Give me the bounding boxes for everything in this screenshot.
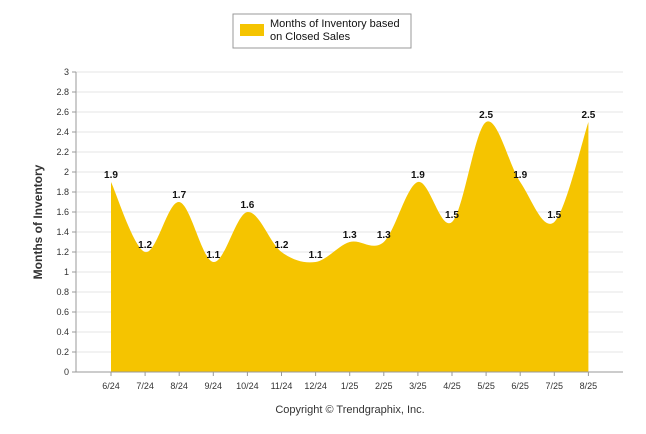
data-label: 1.3 [343,230,357,241]
data-label: 1.9 [411,170,425,181]
x-tick-label: 7/25 [546,381,564,391]
y-tick-label: 1.2 [56,247,69,257]
x-tick-label: 8/25 [580,381,598,391]
data-label: 1.5 [445,210,459,221]
data-label: 2.5 [479,110,493,121]
y-tick-label: 2 [64,167,69,177]
x-tick-label: 5/25 [477,381,495,391]
copyright-footer: Copyright © Trendgraphix, Inc. [275,404,424,416]
y-tick-label: 0.6 [56,307,69,317]
y-tick-label: 2.4 [56,127,69,137]
x-tick-label: 1/25 [341,381,359,391]
data-label: 1.1 [206,250,220,261]
y-axis-label: Months of Inventory [31,164,45,279]
y-tick-label: 1.8 [56,187,69,197]
legend: Months of Inventory based on Closed Sale… [232,13,412,49]
x-tick-label: 3/25 [409,381,427,391]
data-label: 2.5 [581,110,595,121]
y-tick-label: 2.2 [56,147,69,157]
x-tick-label: 4/25 [443,381,461,391]
data-label: 1.1 [309,250,323,261]
x-tick-label: 2/25 [375,381,393,391]
y-tick-label: 0.8 [56,287,69,297]
y-tick-label: 0.2 [56,347,69,357]
x-tick-label: 6/25 [511,381,529,391]
y-tick-label: 1.6 [56,207,69,217]
x-tick-label: 12/24 [304,381,327,391]
y-tick-label: 0 [64,367,69,377]
y-tick-label: 1.4 [56,227,69,237]
y-tick-label: 0.4 [56,327,69,337]
data-labels: 1.9 1.2 1.7 1.1 1.6 1.2 1.1 1.3 1.3 1.9 1.5 2.5 1.9 1… [104,110,596,261]
x-axis-ticks: 6/24 7/24 8/24 9/24 10/24 11/24 12/24 1/25 2/25 3… [76,371,623,391]
data-label: 1.9 [104,170,118,181]
legend-label-line-2: on Closed Sales [270,31,351,43]
data-label: 1.6 [240,200,254,211]
data-label: 1.3 [377,230,391,241]
x-tick-label: 6/24 [102,381,120,391]
x-tick-label: 10/24 [236,381,259,391]
legend-swatch [240,24,264,36]
data-label: 1.5 [547,210,561,221]
x-tick-label: 7/24 [136,381,154,391]
y-tick-label: 2.8 [56,87,69,97]
area-series [111,121,589,372]
x-tick-label: 11/24 [271,381,293,391]
x-tick-label: 9/24 [205,381,223,391]
x-tick-label: 8/24 [170,381,188,391]
data-label: 1.2 [138,240,152,251]
data-label: 1.7 [172,190,186,201]
data-label: 1.2 [275,240,289,251]
y-tick-label: 1 [64,267,69,277]
legend-label-line-1: Months of Inventory based [270,18,400,30]
y-axis-ticks: 0 0.2 0.4 0.6 0.8 1 1.2 1.4 1.6 1.8 2 2.2 2.4 2.6 2.8 3 [56,67,77,377]
y-tick-label: 2.6 [56,107,69,117]
data-label: 1.9 [513,170,527,181]
y-tick-label: 3 [64,67,69,77]
area-fill [111,121,589,372]
